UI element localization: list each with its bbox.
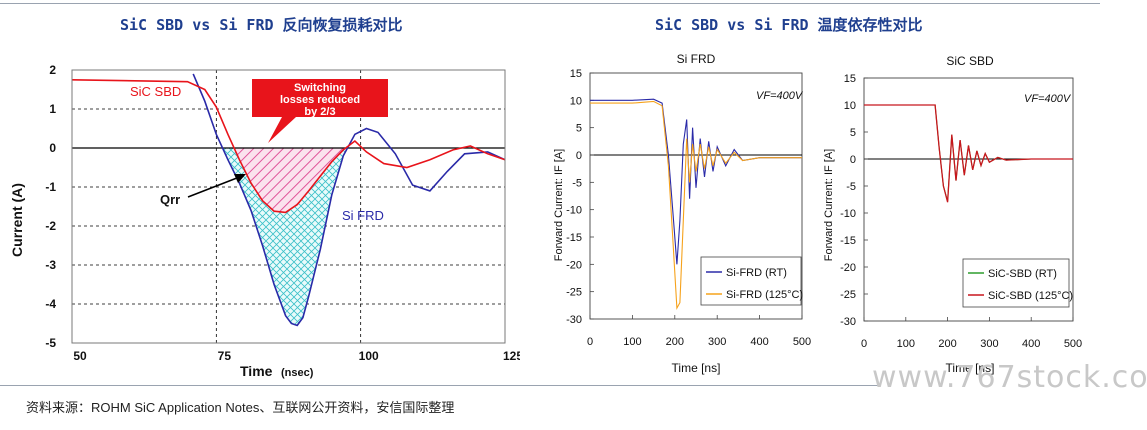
y-tick-label: -10 (566, 205, 582, 217)
right-chart-title: SiC SBD vs Si FRD 温度依存性对比 (655, 16, 923, 34)
sic-sbd-rt-series-line (864, 104, 1073, 202)
callout-line-1: Switching (294, 82, 346, 94)
legend-label-rt: SiC-SBD (RT) (988, 268, 1057, 280)
si-frd-loss-area (222, 148, 348, 326)
y-tick-labels: 15 10 5 0 -5 -10 -15 -20 -25 -30 (840, 73, 856, 328)
y-tick-label: 10 (570, 95, 582, 107)
legend-box (700, 256, 802, 306)
sic-sbd-loss-area (234, 148, 346, 213)
x-tick-label: 500 (793, 336, 811, 348)
si-frd-rt-series-line (590, 98, 802, 265)
y-tick-label: 5 (576, 123, 582, 135)
x-tick-label: 0 (587, 336, 593, 348)
x-tick-label: 0 (861, 338, 867, 350)
y-tick-label: -1 (45, 180, 56, 194)
si-frd-label: Si FRD (342, 208, 384, 223)
y-tick-label: -10 (840, 208, 856, 220)
sic-sbd-series-line (71, 79, 506, 214)
y-tick-label: 0 (49, 141, 56, 155)
y-tick-label: 5 (850, 127, 856, 139)
plot-frame (589, 72, 803, 320)
y-tick-label: -5 (846, 181, 856, 193)
plot-frame (863, 77, 1074, 322)
y-tick-label: -20 (840, 262, 856, 274)
sic-sbd-125c-series-line (864, 104, 1073, 203)
legend-label-rt: Si-FRD (RT) (726, 267, 787, 279)
y-tick-label: -20 (566, 259, 582, 271)
si-frd-125c-series-line (590, 100, 802, 311)
y-tick-label: -5 (572, 177, 582, 189)
switching-losses-callout (252, 79, 388, 143)
callout-line-3: by 2/3 (304, 106, 335, 118)
x-tick-label: 200 (938, 338, 956, 350)
reverse-recovery-chart: 2 1 0 -1 -2 -3 -4 -5 50 75 100 125 Current (A) Tim… (9, 63, 520, 379)
x-axis-unit: (nsec) (281, 367, 314, 379)
qrr-arrow (187, 175, 243, 198)
y-axis-label: Current (A) (9, 183, 25, 257)
y-tick-labels: 15 10 5 0 -5 -10 -15 -20 -25 -30 (566, 68, 582, 326)
sic-sbd-temperature-chart: SiC SBD 15 10 5 0 -5 -10 -15 -20 -25 -30 0 100 200 3… (823, 54, 1082, 375)
y-tick-label: -3 (45, 258, 56, 272)
y-tick-label: 0 (850, 154, 856, 166)
y-tick-label: -30 (566, 314, 582, 326)
si-frd-temperature-chart: Si FRD 15 10 5 0 -5 -10 -15 -20 -25 -30 0 100 200 30… (553, 52, 811, 375)
x-tick-label: 200 (666, 336, 684, 348)
sic-sbd-chart-title: SiC SBD (946, 54, 994, 68)
y-tick-label: 0 (576, 150, 582, 162)
legend-label-125c: SiC-SBD (125°C) (988, 290, 1073, 302)
x-tick-labels: 50 75 100 125 (73, 349, 520, 363)
y-axis-label: Forward Current: IF [A] (553, 149, 565, 261)
axes (589, 72, 803, 320)
source-note: 资料来源：ROHM SiC Application Notes、互联网公开资料，… (26, 400, 455, 415)
callout-line-2: losses reduced (280, 94, 360, 106)
sic-sbd-vf-label: VF=400V (1024, 93, 1072, 105)
y-tick-label: -30 (840, 316, 856, 328)
x-tick-label: 500 (1064, 338, 1082, 350)
si-frd-chart-title: Si FRD (677, 52, 716, 66)
x-tick-label: 100 (897, 338, 915, 350)
top-rule (0, 3, 1100, 4)
qrr-label: Qrr (160, 192, 180, 207)
left-chart-title: SiC SBD vs Si FRD 反向恢复损耗对比 (120, 16, 403, 34)
y-tick-label: -15 (840, 235, 856, 247)
y-axis-label: Forward Current: IF [A] (823, 149, 835, 261)
y-tick-label: -25 (566, 287, 582, 299)
plot-frame (71, 69, 506, 344)
x-tick-label: 300 (980, 338, 998, 350)
x-tick-label: 50 (73, 349, 87, 363)
x-tick-label: 75 (218, 349, 232, 363)
x-tick-labels: 0 100 200 300 400 500 (861, 338, 1082, 350)
y-tick-label: 1 (49, 102, 56, 116)
y-tick-label: 2 (49, 63, 56, 77)
x-axis-label: Time [ns] (672, 361, 721, 375)
watermark: www.767stock.com (872, 360, 1147, 395)
y-tick-label: -5 (45, 336, 56, 350)
x-axis-label: Time [ns] (946, 361, 995, 375)
x-tick-label: 125 (503, 349, 520, 363)
y-tick-label: 15 (570, 68, 582, 80)
x-tick-labels: 0 100 200 300 400 500 (587, 336, 811, 348)
si-frd-series-line (192, 73, 506, 327)
y-tick-label: -2 (45, 219, 56, 233)
legend-label-125c: Si-FRD (125°C) (726, 289, 803, 301)
si-frd-vf-label: VF=400V (756, 90, 804, 102)
bottom-rule (0, 385, 880, 386)
sic-sbd-label: SiC SBD (130, 84, 181, 99)
x-tick-label: 400 (750, 336, 768, 348)
qrr-arrowhead (234, 174, 246, 183)
y-tick-label: -15 (566, 232, 582, 244)
legend-box (962, 258, 1070, 308)
x-tick-label: 100 (359, 349, 379, 363)
x-tick-label: 100 (623, 336, 641, 348)
x-axis-label: Time (240, 363, 273, 379)
x-tick-label: 400 (1022, 338, 1040, 350)
y-tick-label: -4 (45, 297, 56, 311)
y-tick-label: 15 (844, 73, 856, 85)
y-tick-label: -25 (840, 289, 856, 301)
x-tick-label: 300 (708, 336, 726, 348)
y-tick-labels: 2 1 0 -1 -2 -3 -4 -5 (45, 63, 56, 350)
y-tick-label: 10 (844, 100, 856, 112)
